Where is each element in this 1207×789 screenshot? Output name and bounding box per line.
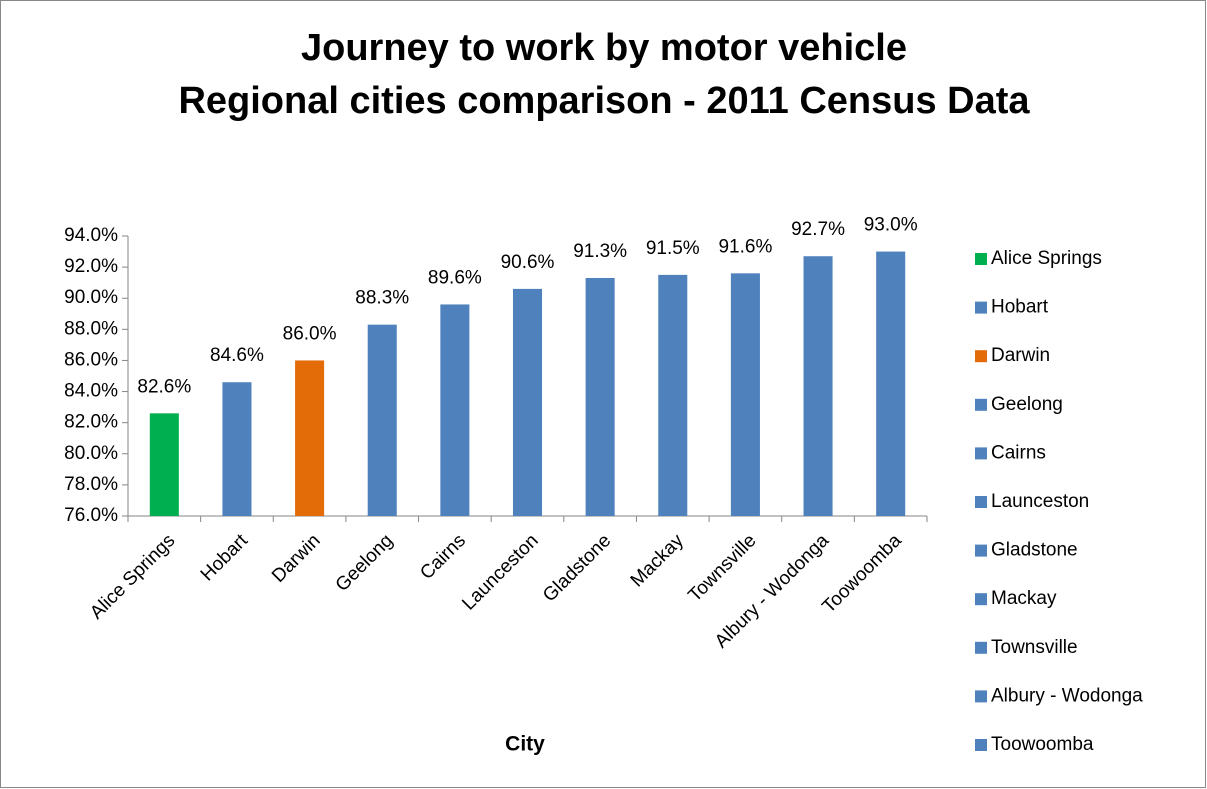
value-label: 82.6%	[137, 376, 191, 397]
legend-swatch	[975, 301, 987, 314]
legend-swatch	[975, 739, 987, 751]
legend-label: Cairns	[991, 442, 1046, 463]
legend-swatch	[975, 690, 987, 703]
legend-label: Darwin	[991, 345, 1050, 366]
legend-label: Albury - Wodonga	[991, 685, 1143, 706]
legend-label: Townsville	[991, 637, 1078, 658]
value-label: 84.6%	[210, 345, 264, 366]
y-tick-label: 88.0%	[64, 318, 118, 339]
y-tick-label: 82.0%	[64, 412, 118, 433]
bar	[730, 273, 760, 516]
value-label: 91.5%	[646, 238, 700, 259]
bar	[295, 360, 325, 516]
bar	[512, 288, 543, 516]
legend-label: Hobart	[991, 297, 1049, 318]
chart-subtitle: Regional cities comparison - 2011 Census…	[178, 80, 1030, 122]
value-label: 89.6%	[428, 267, 482, 288]
value-label: 90.6%	[501, 252, 555, 273]
legend-swatch	[975, 253, 987, 265]
y-tick-label: 78.0%	[64, 474, 118, 495]
legend-label: Mackay	[991, 588, 1057, 609]
y-tick-label: 80.0%	[64, 443, 118, 464]
legend-label: Launceston	[991, 491, 1089, 512]
bar	[803, 256, 833, 516]
value-label: 91.3%	[573, 241, 627, 262]
legend-label: Gladstone	[991, 540, 1078, 561]
legend-swatch	[975, 641, 987, 654]
value-label: 86.0%	[283, 323, 337, 344]
bar	[440, 304, 470, 516]
bar	[658, 274, 688, 516]
bar	[367, 324, 397, 516]
bar	[876, 251, 906, 517]
bar	[222, 382, 252, 516]
value-label: 92.7%	[791, 219, 845, 240]
y-tick-label: 92.0%	[64, 256, 118, 277]
legend-label: Toowoomba	[991, 734, 1094, 755]
value-label: 93.0%	[864, 215, 918, 236]
legend-swatch	[975, 593, 987, 606]
legend-label: Geelong	[991, 394, 1063, 415]
y-tick-label: 86.0%	[64, 349, 118, 370]
legend-label: Alice Springs	[991, 248, 1102, 269]
value-label: 91.6%	[718, 236, 772, 257]
bar	[149, 413, 179, 516]
legend-swatch	[975, 447, 987, 460]
x-axis-label: City	[505, 733, 545, 756]
y-tick-label: 76.0%	[64, 505, 118, 526]
y-tick-label: 84.0%	[64, 381, 118, 402]
legend-swatch	[975, 544, 987, 557]
value-label: 88.3%	[355, 288, 409, 309]
y-tick-label: 90.0%	[64, 287, 118, 308]
bar	[585, 278, 615, 516]
legend-swatch	[975, 496, 987, 508]
chart-title: Journey to work by motor vehicle	[301, 27, 907, 69]
y-tick-label: 94.0%	[64, 225, 118, 246]
legend-swatch	[975, 398, 987, 411]
legend-swatch	[975, 350, 987, 363]
